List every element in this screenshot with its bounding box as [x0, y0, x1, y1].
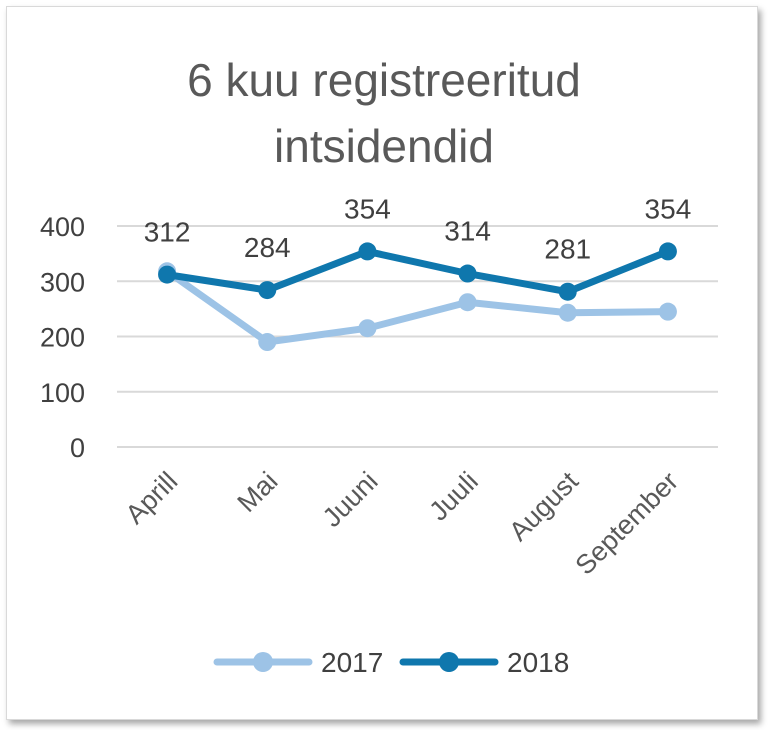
data-point-2017	[258, 333, 277, 352]
y-tick-label: 200	[40, 323, 85, 353]
data-point-2017	[658, 302, 677, 321]
legend-label-2017: 2017	[321, 647, 383, 678]
chart-card: 6 kuu registreeritud intsidendid 0 100 200…	[6, 6, 758, 720]
y-tick-label: 400	[40, 212, 85, 242]
data-label-2018: 354	[645, 193, 692, 224]
series-line-2018	[163, 247, 672, 296]
x-tick-label: Aprill	[120, 466, 184, 530]
data-point-2018	[358, 242, 377, 261]
legend-marker-2018	[439, 652, 459, 672]
chart-title-line-1: 6 kuu registreeritud	[187, 54, 581, 106]
x-tick-label: August	[503, 466, 584, 547]
data-point-2018	[558, 282, 577, 301]
line-chart: 6 kuu registreeritud intsidendid 0 100 200…	[40, 54, 718, 678]
data-label-2018: 314	[444, 216, 491, 247]
data-label-2018: 281	[544, 234, 591, 265]
data-point-2017	[358, 319, 377, 338]
data-label-2018: 354	[344, 193, 391, 224]
legend-label-2018: 2018	[507, 647, 569, 678]
data-label-2018: 312	[144, 217, 191, 248]
y-tick-label: 100	[40, 378, 85, 408]
data-point-2018	[258, 281, 277, 300]
series-line-2017	[163, 267, 672, 346]
data-point-2017	[458, 293, 477, 312]
legend-marker-2017	[253, 652, 273, 672]
y-tick-label: 300	[40, 267, 85, 297]
x-tick-label: Juuni	[317, 466, 384, 533]
data-label-2018: 284	[244, 232, 291, 263]
data-point-2018	[458, 264, 477, 283]
data-point-2017	[558, 303, 577, 322]
chart-title-line-2: intsidendid	[274, 120, 494, 172]
data-point-2018	[658, 242, 677, 261]
y-tick-label: 0	[70, 433, 85, 463]
x-tick-label: September	[570, 466, 685, 581]
x-tick-label: Juuli	[423, 466, 483, 526]
x-tick-label: Mai	[232, 466, 284, 518]
data-point-2018	[158, 265, 177, 284]
